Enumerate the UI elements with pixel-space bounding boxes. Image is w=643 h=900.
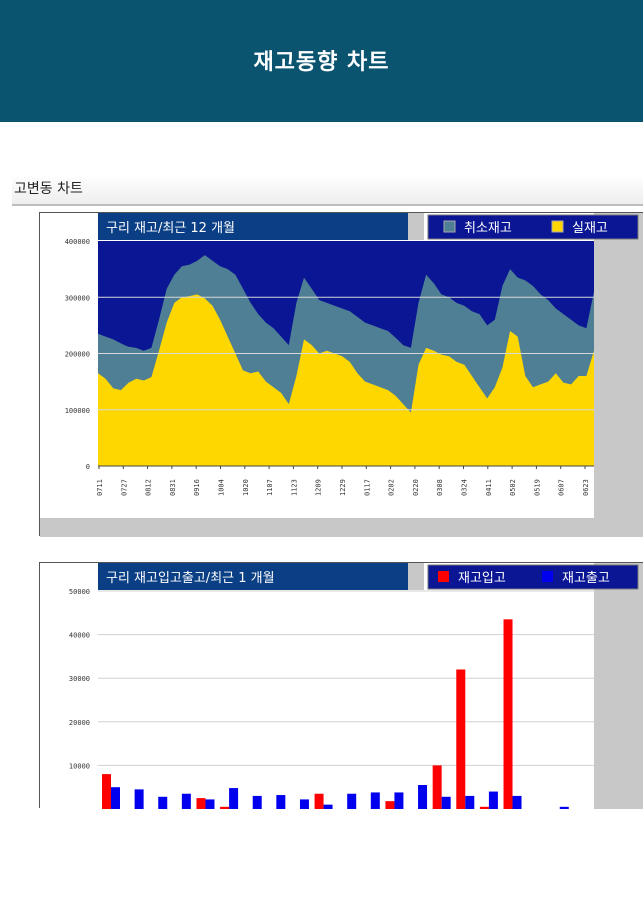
bar-outbound bbox=[229, 788, 239, 809]
title-gap bbox=[408, 563, 424, 590]
legend-box bbox=[427, 214, 639, 240]
x-tick-label: 1020 bbox=[242, 479, 250, 496]
bar-outbound bbox=[394, 792, 404, 809]
series-area-actual-stock bbox=[98, 294, 594, 466]
bar-inbound bbox=[479, 806, 489, 809]
bar-outbound bbox=[347, 793, 357, 809]
bar-outbound bbox=[205, 799, 215, 809]
x-tick-label: 0502 bbox=[509, 479, 517, 496]
x-tick-label: 0411 bbox=[485, 479, 493, 496]
inout-bar-chart: 10000 20000 30000 40000 50000 구리 재고입고출고/최근 1 … bbox=[39, 562, 643, 809]
bar-outbound bbox=[111, 787, 120, 809]
y-tick-label: 40000 bbox=[69, 632, 90, 640]
y-tick-label: 20000 bbox=[69, 719, 90, 727]
bar-outbound bbox=[299, 799, 309, 809]
bar-outbound bbox=[370, 792, 380, 809]
x-tick-label: 0117 bbox=[363, 479, 371, 496]
legend-swatch bbox=[443, 220, 456, 233]
x-tick-label: 0202 bbox=[388, 479, 396, 496]
bar-inbound bbox=[385, 801, 395, 809]
section-title: 고변동 차트 bbox=[12, 174, 643, 206]
x-tick-label: 1004 bbox=[218, 479, 226, 496]
inventory-area-chart-svg: 0 100000 200000 300000 400000 0711 0727 0812 083… bbox=[40, 213, 643, 537]
x-tick-label: 0727 bbox=[120, 479, 128, 496]
bar-inbound bbox=[220, 806, 230, 809]
bar-outbound bbox=[559, 806, 569, 809]
x-tick-label: 0831 bbox=[169, 479, 177, 496]
bar-outbound bbox=[418, 785, 428, 809]
bar-outbound bbox=[465, 795, 475, 809]
x-tick-label: 1229 bbox=[339, 479, 347, 496]
legend-swatch bbox=[551, 220, 564, 233]
inout-bar-chart-svg: 10000 20000 30000 40000 50000 구리 재고입고출고/최근 1 … bbox=[69, 563, 643, 809]
y-tick-label: 400000 bbox=[65, 238, 90, 246]
bar-outbound bbox=[158, 796, 168, 809]
x-tick-label: 0324 bbox=[461, 479, 469, 496]
chart-title-bar bbox=[98, 563, 408, 590]
bar-outbound bbox=[252, 795, 262, 809]
chart-title: 구리 재고입고출고/최근 1 개월 bbox=[106, 571, 275, 586]
bar-inbound bbox=[102, 774, 111, 809]
bar-inbound bbox=[196, 798, 206, 809]
x-tick-label: 0812 bbox=[145, 479, 153, 496]
y-tick-label: 300000 bbox=[65, 294, 90, 302]
x-tick-label: 0623 bbox=[582, 479, 590, 496]
y-tick-label: 10000 bbox=[69, 762, 90, 770]
bar-outbound bbox=[134, 789, 144, 809]
legend-swatch bbox=[542, 571, 553, 582]
legend-label: 재고출고 bbox=[562, 571, 610, 586]
bar-outbound bbox=[181, 793, 191, 809]
y-tick-label: 50000 bbox=[69, 588, 90, 596]
page-title: 재고동향 차트 bbox=[253, 50, 390, 75]
y-tick-label: 30000 bbox=[69, 675, 90, 683]
chart-title: 구리 재고/최근 12 개월 bbox=[106, 221, 235, 236]
legend-box bbox=[427, 564, 639, 590]
x-tick-label: 0607 bbox=[558, 479, 566, 496]
bar-outbound bbox=[441, 796, 451, 809]
bar-outbound bbox=[276, 795, 286, 809]
bar-outbound bbox=[488, 791, 498, 809]
bottom-frame bbox=[40, 518, 643, 537]
y-tick-label: 200000 bbox=[65, 351, 90, 359]
x-tick-label: 0916 bbox=[193, 479, 201, 496]
legend-swatch bbox=[438, 571, 449, 582]
y-tick-label: 0 bbox=[86, 463, 90, 471]
bar-inbound bbox=[503, 619, 513, 809]
bar-inbound bbox=[432, 765, 442, 809]
bar-inbound bbox=[314, 793, 324, 809]
x-tick-label: 0308 bbox=[436, 479, 444, 496]
x-tick-label: 0711 bbox=[96, 479, 104, 496]
y-tick-label: 100000 bbox=[65, 407, 90, 415]
legend-label: 취소재고 bbox=[464, 221, 512, 236]
bar-outbound bbox=[512, 795, 522, 809]
legend-label: 실재고 bbox=[572, 221, 608, 236]
x-tick-label: 1209 bbox=[315, 479, 323, 496]
x-tick-label: 1107 bbox=[266, 479, 274, 496]
x-tick-label: 0220 bbox=[412, 479, 420, 496]
title-gap bbox=[408, 213, 424, 240]
bar-inbound bbox=[456, 669, 466, 809]
right-frame bbox=[594, 563, 643, 809]
chart-title-bar bbox=[98, 213, 408, 240]
page-header: 재고동향 차트 bbox=[0, 0, 643, 122]
right-frame bbox=[594, 213, 643, 537]
bar-outbound bbox=[323, 804, 333, 809]
legend-label: 재고입고 bbox=[458, 571, 506, 586]
inventory-area-chart: 0 100000 200000 300000 400000 0711 0727 0812 083… bbox=[39, 212, 643, 537]
x-tick-label: 0519 bbox=[533, 479, 541, 496]
x-tick-label: 1123 bbox=[290, 479, 298, 496]
